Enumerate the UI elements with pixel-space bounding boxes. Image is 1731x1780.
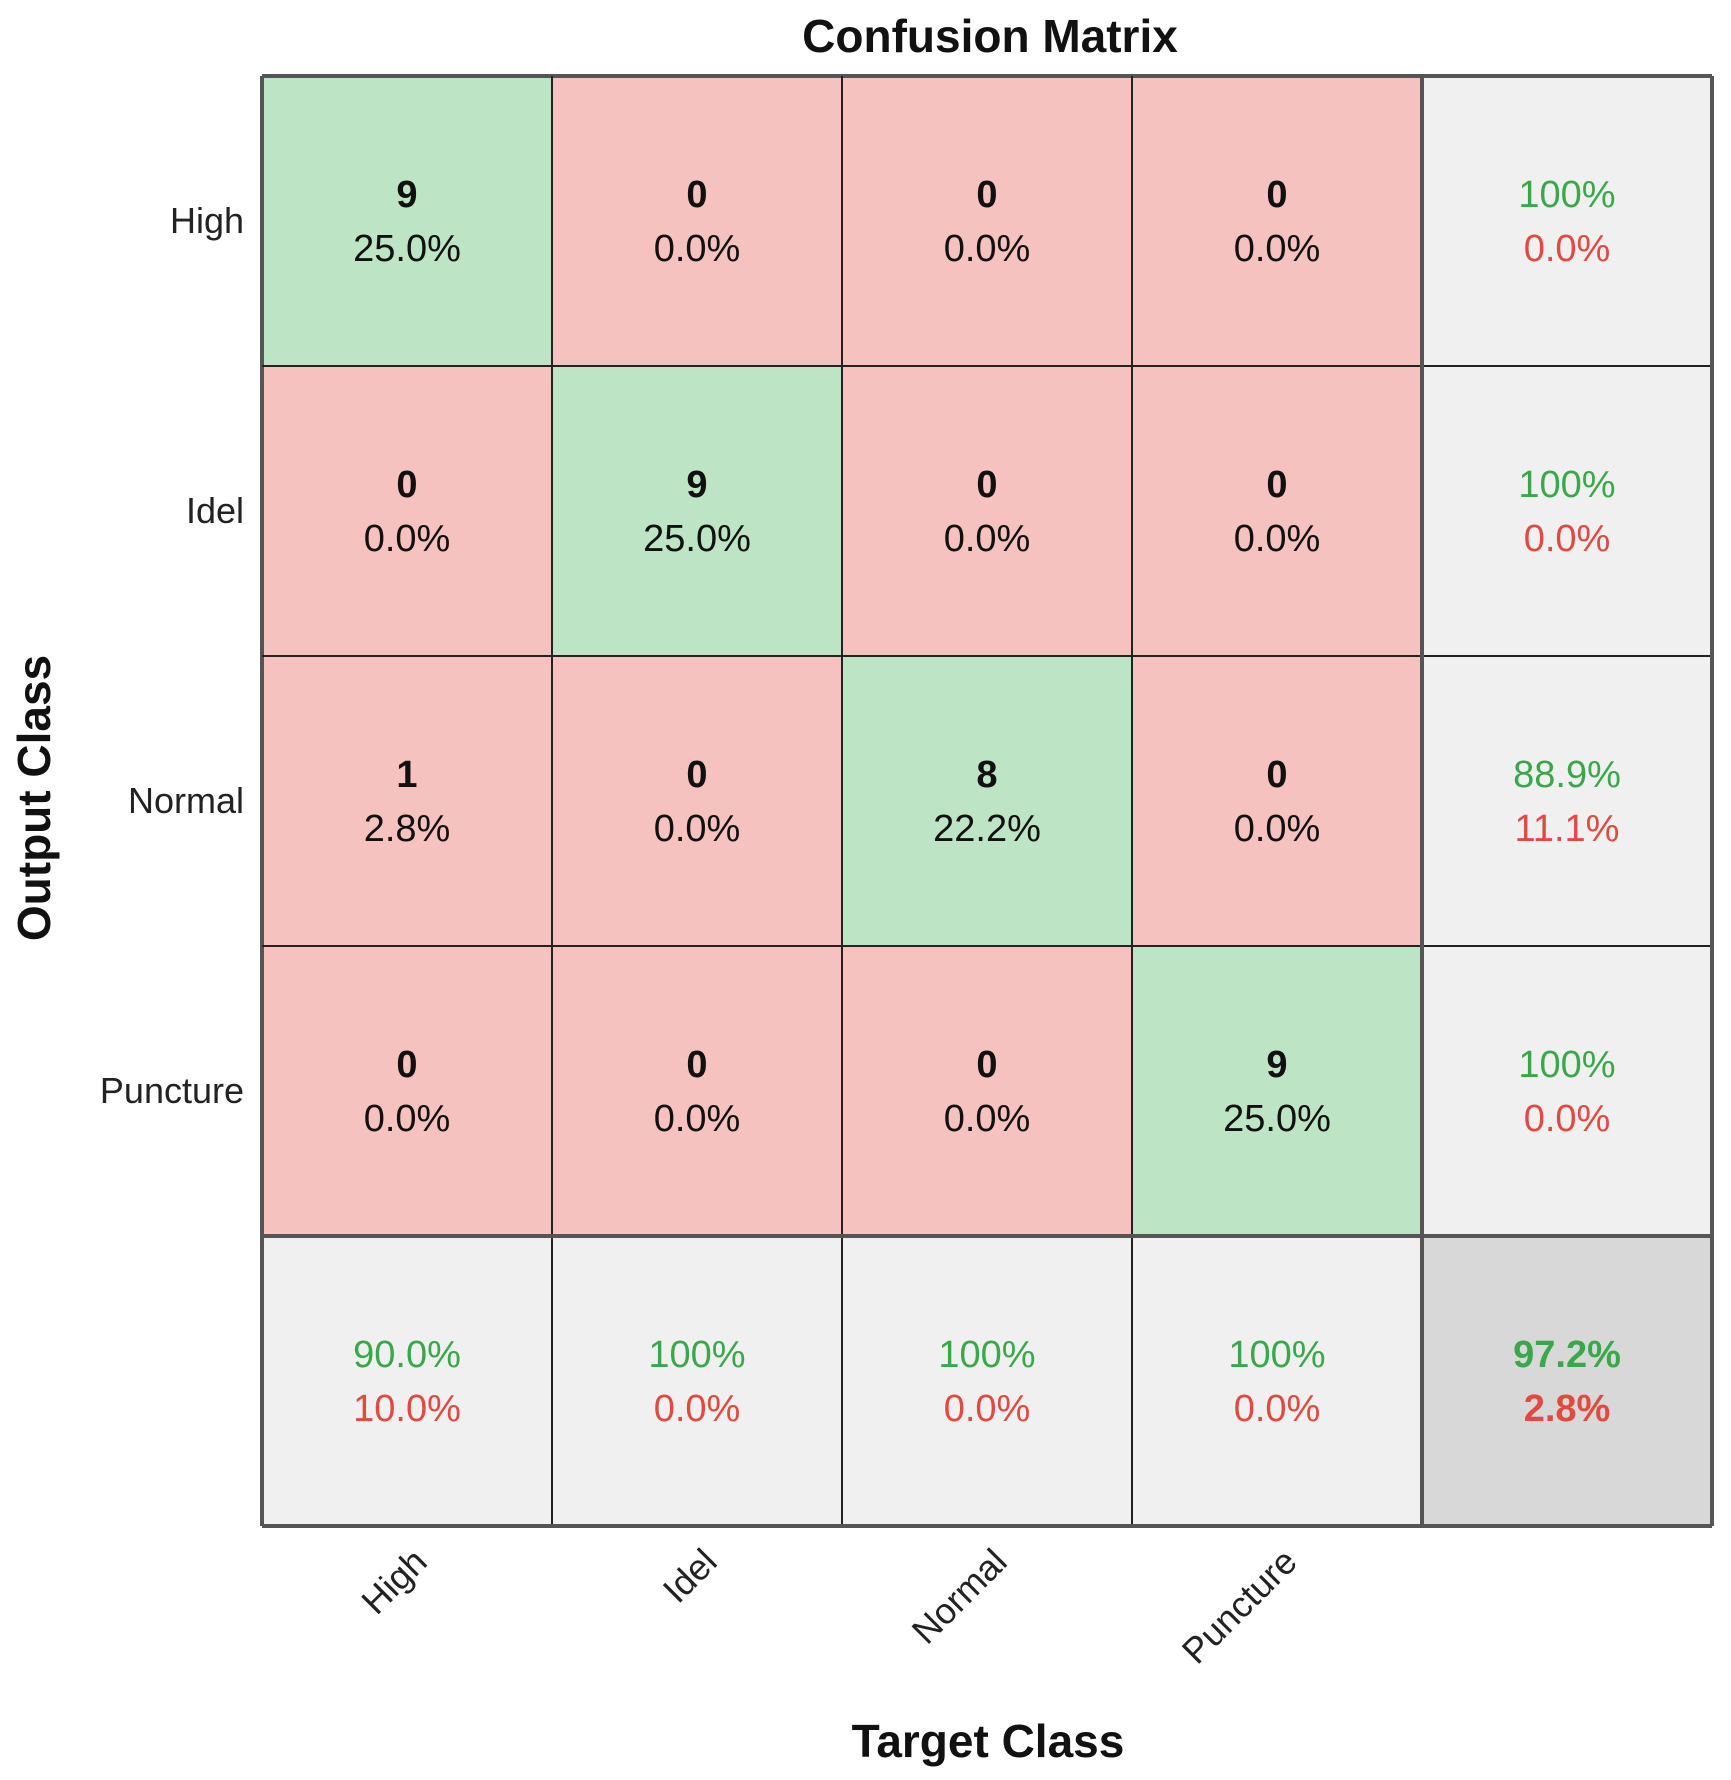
cell-bg-r3-c0 [262, 946, 552, 1236]
cell-bg-r0-c1 [552, 76, 842, 366]
cell-count-r0-c2: 0 [976, 174, 997, 216]
chart-title: Confusion Matrix [802, 10, 1178, 62]
cell-count-r2-c3: 0 [1266, 754, 1287, 796]
matrix-cells: 9 25.0% 0 0.0% 0 0.0% 0 0.0% 100% 0.0% 0 0.0% 9 25.0%… [262, 76, 1712, 1526]
cell-percent-r1-c0: 0.0% [364, 518, 451, 560]
cell-count-r2-c2: 8 [976, 754, 997, 796]
cell-count-r2-c1: 0 [686, 754, 707, 796]
cell-count-r1-c2: 0 [976, 464, 997, 506]
cell-bg-r1-c0 [262, 366, 552, 656]
y-tick-1: Idel [186, 490, 244, 531]
x-tick-1: Idel [655, 1541, 725, 1611]
cell-bg-r2-c3 [1132, 656, 1422, 946]
y-tick-0: High [170, 200, 244, 241]
x-tick-2: Normal [904, 1541, 1015, 1652]
col-summary-0-wrong: 10.0% [353, 1388, 461, 1430]
cell-percent-r1-c3: 0.0% [1234, 518, 1321, 560]
cell-bg-r4-c0 [262, 1236, 552, 1526]
row-summary-0-wrong: 0.0% [1524, 228, 1611, 270]
cell-count-r1-c1: 9 [686, 464, 707, 506]
cell-bg-r3-c4 [1422, 946, 1712, 1236]
cell-bg-r1-c4 [1422, 366, 1712, 656]
cell-percent-r2-c0: 2.8% [364, 808, 451, 850]
cell-bg-r1-c1 [552, 366, 842, 656]
cell-bg-r3-c1 [552, 946, 842, 1236]
cell-bg-r2-c0 [262, 656, 552, 946]
cell-percent-r0-c3: 0.0% [1234, 228, 1321, 270]
cell-count-r0-c3: 0 [1266, 174, 1287, 216]
overall-accuracy-wrong: 2.8% [1524, 1388, 1611, 1430]
matrix-grid [260, 74, 1714, 1528]
cell-count-r3-c1: 0 [686, 1044, 707, 1086]
cell-bg-r3-c2 [842, 946, 1132, 1236]
col-summary-0-correct: 90.0% [353, 1334, 461, 1376]
cell-percent-r0-c0: 25.0% [353, 228, 461, 270]
overall-accuracy-correct: 97.2% [1513, 1334, 1621, 1376]
cell-bg-r2-c1 [552, 656, 842, 946]
cell-bg-r2-c4 [1422, 656, 1712, 946]
cell-percent-r3-c3: 25.0% [1223, 1098, 1331, 1140]
x-tick-3: Puncture [1174, 1541, 1305, 1672]
cell-count-r3-c3: 9 [1266, 1044, 1287, 1086]
cell-percent-r3-c2: 0.0% [944, 1098, 1031, 1140]
cell-count-r2-c0: 1 [396, 754, 417, 796]
cell-count-r3-c2: 0 [976, 1044, 997, 1086]
cell-percent-r2-c1: 0.0% [654, 808, 741, 850]
y-axis-title: Output Class [8, 655, 60, 941]
cell-percent-r3-c1: 0.0% [654, 1098, 741, 1140]
col-summary-3-wrong: 0.0% [1234, 1388, 1321, 1430]
x-axis-title: Target Class [852, 1715, 1125, 1767]
y-tick-labels: High Idel Normal Puncture [100, 200, 244, 1111]
cell-count-r0-c1: 0 [686, 174, 707, 216]
cell-bg-r0-c0 [262, 76, 552, 366]
cell-percent-r1-c1: 25.0% [643, 518, 751, 560]
cell-percent-r3-c0: 0.0% [364, 1098, 451, 1140]
row-summary-1-wrong: 0.0% [1524, 518, 1611, 560]
x-tick-0: High [353, 1541, 434, 1622]
cell-count-r3-c0: 0 [396, 1044, 417, 1086]
cell-count-r1-c3: 0 [1266, 464, 1287, 506]
row-summary-3-wrong: 0.0% [1524, 1098, 1611, 1140]
cell-bg-r1-c2 [842, 366, 1132, 656]
col-summary-1-correct: 100% [648, 1334, 745, 1376]
cell-bg-r4-c2 [842, 1236, 1132, 1526]
cell-bg-r2-c2 [842, 656, 1132, 946]
row-summary-2-correct: 88.9% [1513, 754, 1621, 796]
cell-bg-r4-c3 [1132, 1236, 1422, 1526]
col-summary-3-correct: 100% [1228, 1334, 1325, 1376]
y-tick-2: Normal [128, 780, 244, 821]
cell-percent-r0-c1: 0.0% [654, 228, 741, 270]
cell-percent-r2-c3: 0.0% [1234, 808, 1321, 850]
row-summary-0-correct: 100% [1518, 174, 1615, 216]
row-summary-1-correct: 100% [1518, 464, 1615, 506]
cell-count-r1-c0: 0 [396, 464, 417, 506]
cell-bg-r0-c2 [842, 76, 1132, 366]
cell-percent-r0-c2: 0.0% [944, 228, 1031, 270]
cell-bg-r4-c4 [1422, 1236, 1712, 1526]
col-summary-1-wrong: 0.0% [654, 1388, 741, 1430]
cell-bg-r1-c3 [1132, 366, 1422, 656]
x-tick-labels: High Idel Normal Puncture [353, 1541, 1304, 1672]
row-summary-2-wrong: 11.1% [1515, 808, 1620, 850]
cell-bg-r0-c3 [1132, 76, 1422, 366]
cell-bg-r0-c4 [1422, 76, 1712, 366]
cell-count-r0-c0: 9 [396, 174, 417, 216]
col-summary-2-correct: 100% [938, 1334, 1035, 1376]
cell-bg-r4-c1 [552, 1236, 842, 1526]
row-summary-3-correct: 100% [1518, 1044, 1615, 1086]
cell-percent-r2-c2: 22.2% [933, 808, 1041, 850]
cell-percent-r1-c2: 0.0% [944, 518, 1031, 560]
y-tick-3: Puncture [100, 1070, 244, 1111]
col-summary-2-wrong: 0.0% [944, 1388, 1031, 1430]
cell-bg-r3-c3 [1132, 946, 1422, 1236]
